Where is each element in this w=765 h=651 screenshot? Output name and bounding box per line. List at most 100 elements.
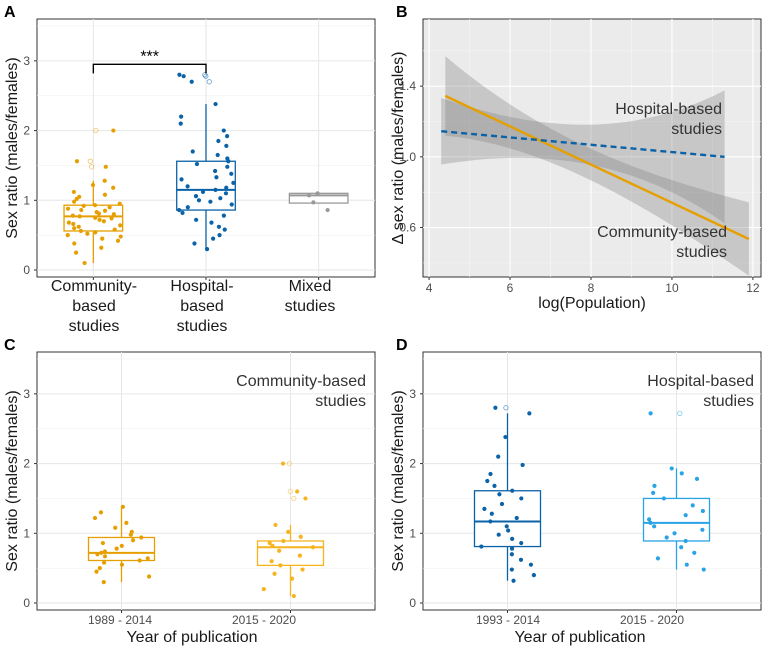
panel-d-background: [422, 351, 762, 611]
data-point: [218, 196, 223, 201]
panel-d-y-axis-title: Sex ratio (males/females): [390, 390, 407, 571]
data-point: [200, 189, 206, 195]
box-iqr: [256, 540, 325, 567]
data-point: [672, 531, 677, 536]
data-point: [192, 241, 197, 246]
panel-c-y-ticks: 0 1 2 3: [23, 387, 291, 613]
data-point: [528, 562, 534, 567]
data-point: [700, 527, 705, 532]
box-outlier: [287, 488, 293, 495]
data-point: [179, 114, 184, 119]
data-point: [97, 217, 102, 222]
data-point: [291, 593, 296, 599]
data-point: [124, 520, 129, 525]
data-point: [527, 411, 532, 416]
data-point: [683, 538, 688, 544]
data-point: [514, 515, 519, 521]
panel-c-plot: 0 1 2 3 Community-based studies 1989 - 2…: [4, 351, 376, 646]
data-point: [79, 207, 84, 213]
data-point: [655, 556, 661, 561]
data-point: [690, 503, 695, 508]
data-point: [497, 492, 502, 497]
confidence-ribbon: [445, 56, 749, 276]
data-point: [280, 461, 286, 466]
box-outlier: [677, 410, 683, 416]
panel-b-x-tick-label: 8: [588, 281, 595, 295]
community-annotation: Community-based: [597, 224, 727, 241]
panel-b-y-tick-label: 0.6: [399, 221, 416, 235]
data-point: [669, 466, 674, 471]
data-point: [229, 171, 234, 176]
data-point: [72, 199, 77, 204]
data-point: [510, 536, 515, 541]
data-point: [488, 519, 493, 524]
data-point: [120, 504, 126, 509]
x-category-label: based: [180, 298, 224, 315]
panel-b-x-tick-label: 12: [746, 281, 760, 295]
data-point: [683, 513, 688, 518]
data-point: [225, 156, 230, 161]
data-point: [118, 234, 123, 239]
data-point: [506, 528, 511, 533]
data-point: [204, 247, 210, 252]
data-point: [71, 221, 76, 227]
panel-c-y-tick-label: 3: [23, 387, 30, 401]
data-point: [223, 191, 229, 196]
panel-b-x-ticks: 4 6 8 10 12: [426, 277, 760, 295]
data-point: [178, 121, 183, 126]
box-outlier: [286, 460, 292, 467]
panel-letter-a: A: [4, 4, 16, 21]
data-point: [74, 159, 80, 164]
data-point: [65, 233, 70, 238]
data-point: [85, 231, 90, 236]
panel-d-y-tick-label: 2: [409, 457, 416, 471]
x-category-label: based: [72, 298, 116, 315]
box-iqr: [87, 536, 156, 562]
significance-bracket: [92, 63, 207, 74]
box-outlier: [89, 164, 95, 170]
data-point: [115, 238, 121, 243]
data-point: [652, 524, 657, 529]
data-point: [146, 574, 152, 579]
data-point: [181, 74, 186, 79]
box-outlier: [291, 495, 297, 502]
data-point: [221, 128, 226, 133]
data-point: [217, 233, 222, 238]
data-point: [114, 546, 119, 551]
community-annotation: studies: [676, 244, 727, 261]
panel-b-x-tick-label: 10: [665, 281, 679, 295]
data-point: [315, 191, 320, 196]
panel-b-x-tick-label: 4: [426, 281, 433, 295]
x-category-label: 1993 - 2014: [476, 613, 540, 627]
data-point: [701, 567, 706, 572]
data-point: [210, 236, 216, 241]
data-point: [216, 224, 222, 229]
data-point: [113, 525, 118, 530]
data-point: [185, 184, 190, 189]
data-point: [519, 496, 524, 501]
data-point: [72, 226, 77, 231]
data-point: [190, 149, 195, 154]
data-point: [193, 194, 199, 199]
data-point: [73, 250, 79, 255]
data-point: [509, 567, 514, 572]
data-point: [489, 511, 494, 516]
panel-d-title: studies: [703, 393, 754, 410]
data-point: [103, 164, 108, 169]
data-point: [261, 586, 266, 592]
data-point: [102, 549, 108, 554]
data-point: [664, 535, 669, 540]
data-point: [215, 152, 220, 158]
panel-c-y-axis-title: Sex ratio (males/females): [4, 390, 21, 571]
panel-d-y-ticks: 0 1 2 3: [409, 387, 677, 613]
data-point: [102, 208, 108, 213]
x-category-label: studies: [177, 318, 228, 335]
panel-a-y-tick-label: 1: [23, 193, 30, 207]
panel-b-y-tick-label: 1.0: [399, 150, 416, 164]
panel-d-plot: 0 1 2 3 Hospital-based studies 1993 - 20…: [390, 351, 762, 646]
panel-b-x-tick-label: 6: [507, 281, 514, 295]
data-point: [92, 515, 98, 521]
panel-a-y-axis-title: Sex ratio (males/females): [4, 57, 21, 238]
data-point: [679, 471, 684, 476]
